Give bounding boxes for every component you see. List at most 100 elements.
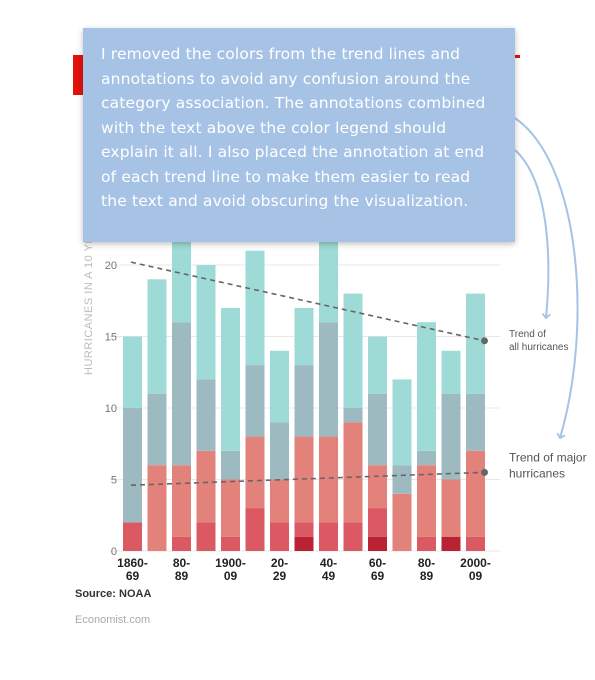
x-tick-10-line-0: 60- [369,556,386,570]
bar-1940-49-seg-2 [319,436,338,523]
bar-1890-99-seg-2 [196,450,216,523]
bar-1870-79-seg-4 [147,279,167,394]
x-tick-0-line-0: 1860- [117,556,148,570]
bar-1990-99-seg-3 [441,393,461,480]
y-tick-0: 0 [111,546,117,558]
bar-1970-79-seg-2 [392,493,412,551]
trend-label-1-line-1: hurricanes [509,466,565,480]
x-tick-4-line-0: 1900- [215,556,246,570]
bar-1930-39-seg-4 [294,307,314,366]
arrow-to-trend-all [514,149,551,320]
bar-1950-59-seg-3 [343,408,363,423]
y-tick-15: 15 [105,332,117,344]
x-tick-12-line-1: 89 [420,569,434,583]
bar-1980-89-seg-1 [417,536,436,551]
bar-2000-09-seg-3 [466,393,485,451]
x-tick-10-line-1: 69 [371,569,385,583]
bars [123,222,485,551]
red-rule [512,55,520,58]
annotation-callout: I removed the colors from the trend line… [83,28,515,242]
bar-1860-69-seg-1 [123,522,142,551]
bar-1960-69-seg-3 [368,393,387,466]
bar-1920-29-seg-4 [270,350,289,423]
red-accent-bar [73,55,83,95]
arrow-to-trend-major [514,117,579,440]
trend-label-0-line-0: Trend of [509,329,546,340]
bar-1970-79-seg-3 [392,465,412,494]
bar-1980-89-seg-4 [417,322,436,451]
x-tick-12-line-0: 80- [418,556,435,570]
bar-1990-99-seg-0 [441,536,461,551]
bar-1870-79-seg-2 [147,465,167,551]
bar-1960-69-seg-0 [368,536,387,551]
bar-1860-69-seg-4 [123,336,142,408]
bar-1980-89-seg-2 [417,465,436,537]
bar-1950-59-seg-1 [343,522,363,551]
bar-1960-69-seg-1 [368,508,387,537]
bar-1960-69-seg-2 [368,465,387,509]
bar-1940-49-seg-4 [319,222,338,323]
y-axis-label: HURRICANES IN A 10 YE [83,236,95,375]
source-note: Source: NOAA [75,588,152,600]
trend-line-0 [130,261,485,342]
trend-label-1-line-0: Trend of major [509,450,587,464]
bar-1930-39-seg-1 [294,522,314,537]
y-tick-10: 10 [105,403,117,415]
x-tick-6-line-1: 29 [273,569,287,583]
x-tick-14-line-0: 2000- [460,556,491,570]
bar-1900-09-seg-1 [221,536,240,551]
trend-end-dot-0 [481,337,488,345]
y-tick-20: 20 [105,260,117,272]
bar-1940-49-seg-3 [319,322,338,437]
bar-1940-49-seg-1 [319,522,338,551]
bar-1920-29-seg-3 [270,422,289,480]
bar-1960-69-seg-4 [368,336,387,394]
bar-1950-59-seg-2 [343,422,363,523]
bar-1910-19-seg-3 [245,365,265,437]
trend-lines: Trend of all hurricanes Trend of major hurr… [130,261,587,487]
bar-2000-09-seg-1 [466,536,485,551]
x-tick-8-line-0: 40- [320,556,337,570]
bar-1900-09-seg-2 [221,479,240,537]
bar-1860-69-seg-3 [123,408,142,523]
bar-1920-29-seg-2 [270,479,289,523]
bar-1880-89-seg-2 [172,465,191,537]
x-tick-14-line-1: 09 [469,569,483,583]
x-tick-6-line-0: 20- [271,556,288,570]
bar-2000-09-seg-4 [466,293,485,394]
bar-1880-89-seg-4 [172,222,191,323]
bar-1880-89-seg-3 [172,322,191,466]
x-tick-4-line-1: 09 [224,569,238,583]
y-tick-5: 5 [111,475,117,487]
brand-credit: Economist.com [75,614,151,626]
bar-1970-79-seg-4 [392,379,412,466]
callout-text: I removed the colors from the trend line… [101,45,486,210]
bar-1910-19-seg-1 [245,508,265,551]
bar-2000-09-seg-2 [466,450,485,537]
bar-1880-89-seg-1 [172,536,191,551]
x-tick-0-line-1: 69 [126,569,140,583]
x-tick-8-line-1: 49 [322,569,336,583]
bar-1910-19-seg-2 [245,436,265,509]
bar-1900-09-seg-4 [221,307,240,451]
callout-arrows [514,117,579,440]
trend-label-0-line-1: all hurricanes [509,342,568,353]
bar-1900-09-seg-3 [221,450,240,480]
bar-1950-59-seg-4 [343,293,363,408]
x-tick-2-line-1: 89 [175,569,189,583]
bar-1920-29-seg-1 [270,522,289,551]
bar-1990-99-seg-4 [441,350,461,394]
bar-1890-99-seg-4 [196,265,216,380]
trend-line-1 [130,471,485,487]
bar-1930-39-seg-0 [294,536,314,551]
bar-1910-19-seg-4 [245,250,265,366]
bar-1980-89-seg-3 [417,450,436,466]
bar-1990-99-seg-2 [441,479,461,537]
bar-1890-99-seg-1 [196,522,216,551]
bar-1870-79-seg-3 [147,393,167,466]
bar-1930-39-seg-3 [294,365,314,437]
trend-end-dot-1 [481,468,488,476]
x-tick-2-line-0: 80- [173,556,190,570]
